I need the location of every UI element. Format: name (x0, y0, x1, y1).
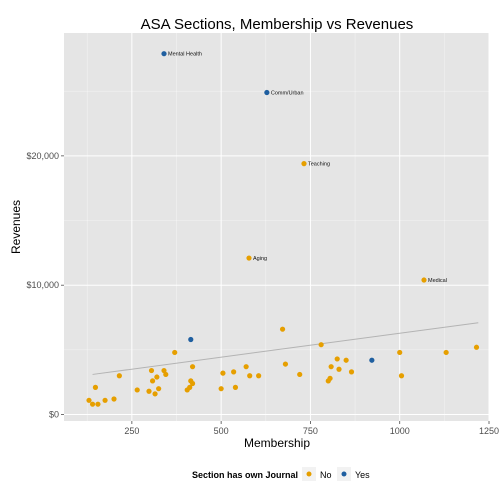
data-point-no (156, 386, 162, 392)
data-points (86, 51, 480, 407)
data-point-no (343, 357, 349, 363)
data-point-no (154, 374, 160, 380)
data-point-no (149, 378, 156, 384)
data-point-yes (369, 357, 375, 363)
data-point-no (246, 255, 252, 261)
data-point-no (92, 384, 99, 390)
y-axis-title: Revenues (9, 200, 23, 254)
data-point-no (102, 397, 108, 403)
trend-line (92, 322, 479, 375)
data-point-no (86, 397, 92, 403)
legend-title: Section has own Journal (192, 470, 298, 480)
data-point-no (279, 326, 286, 332)
data-point-no (146, 388, 152, 394)
legend-dot-no (306, 471, 312, 477)
data-point-no (243, 364, 249, 370)
y-tick-label: $20,000 (26, 151, 59, 161)
x-tick-label: 250 (124, 426, 139, 436)
data-point-no (301, 161, 307, 167)
legend-label-no: No (320, 470, 332, 480)
x-tick-label: 500 (214, 426, 229, 436)
data-point-no (397, 349, 403, 356)
data-point-yes (264, 89, 270, 96)
data-point-no (327, 375, 333, 381)
data-point-no (443, 349, 449, 356)
data-point-no (256, 373, 262, 379)
data-point-no (161, 367, 167, 374)
x-axis-ticks: 250 500 750 1000 1250 (124, 421, 499, 436)
legend-dot-yes (341, 471, 347, 477)
point-label: Teaching (308, 162, 330, 168)
data-point-no (231, 369, 237, 375)
data-point-no (398, 373, 405, 379)
data-point-no (232, 384, 239, 390)
data-point-no (421, 277, 427, 283)
data-point-yes (161, 51, 167, 57)
data-point-no (187, 384, 193, 390)
data-point-no (163, 371, 169, 378)
data-point-no (189, 380, 196, 387)
data-point-no (473, 344, 480, 350)
data-point-no (348, 369, 355, 375)
data-point-no (334, 356, 340, 362)
point-label: Aging (253, 256, 267, 262)
point-labels: Aging Teaching Medical Mental Health Comm/Ur… (168, 52, 447, 284)
data-point-no (189, 364, 196, 370)
data-point-no (297, 371, 303, 378)
x-tick-label: 750 (303, 426, 318, 436)
point-label: Comm/Urban (271, 90, 304, 96)
data-point-yes (188, 336, 194, 343)
data-point-no (172, 349, 178, 356)
x-tick-label: 1000 (390, 426, 410, 436)
y-tick-label: $0 (49, 410, 59, 420)
plot-panel (64, 33, 489, 421)
data-point-no (328, 364, 334, 370)
chart-title: ASA Sections, Membership vs Revenues (141, 16, 414, 33)
data-point-no (148, 367, 155, 374)
data-point-no (89, 401, 96, 407)
y-axis-ticks: $0 $10,000 $20,000 (26, 151, 64, 420)
data-point-no (95, 401, 101, 407)
y-tick-label: $10,000 (26, 280, 59, 290)
data-point-no (336, 366, 342, 372)
x-axis-title: Membership (244, 436, 310, 450)
legend-label-yes: Yes (355, 470, 370, 480)
data-point-no (116, 373, 122, 379)
data-point-no (247, 373, 253, 379)
data-point-no (318, 342, 324, 348)
data-point-no (218, 386, 224, 392)
x-tick-label: 1250 (479, 426, 499, 436)
data-point-no (282, 361, 289, 367)
major-gridlines (64, 33, 490, 421)
data-point-no (111, 396, 117, 402)
data-point-no (152, 391, 158, 397)
point-label: Medical (428, 278, 447, 284)
legend: Section has own Journal No Yes (192, 467, 370, 481)
data-point-no (134, 387, 140, 393)
data-point-no (220, 370, 226, 376)
point-label: Mental Health (168, 52, 202, 58)
